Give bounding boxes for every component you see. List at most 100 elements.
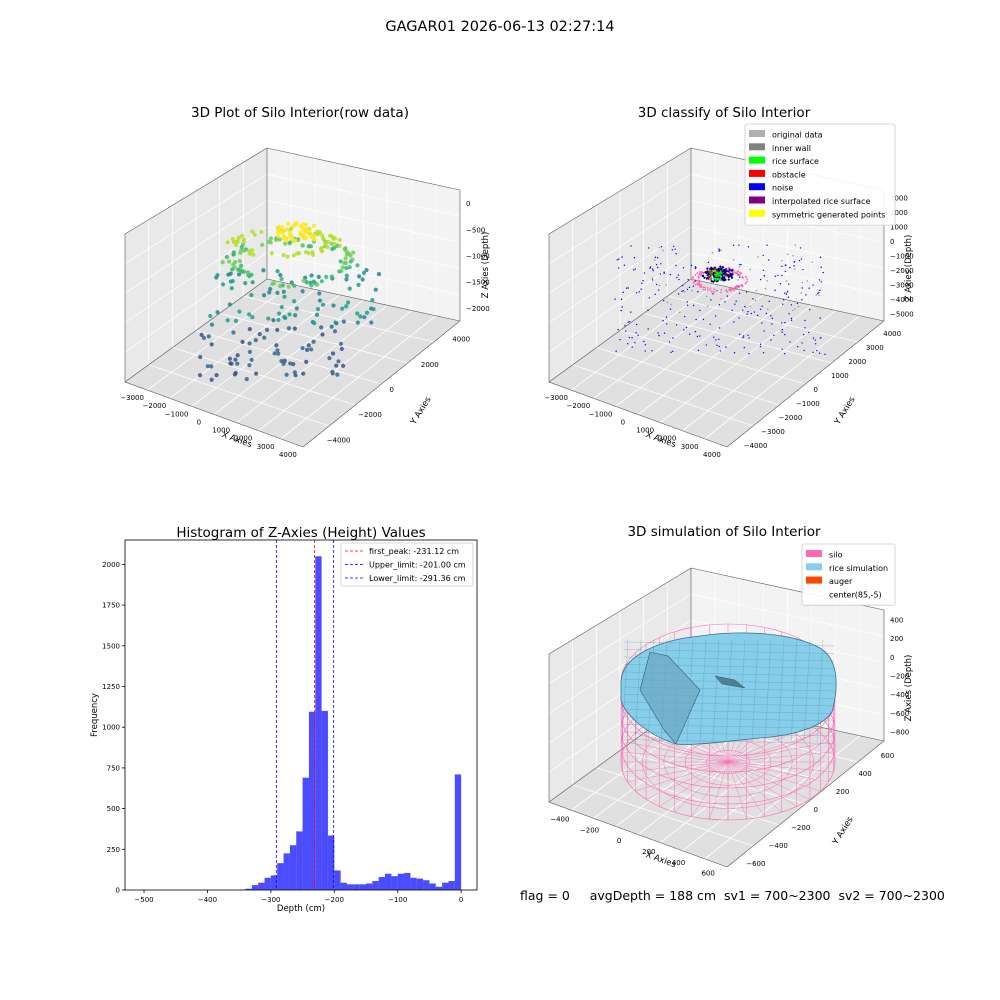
y-tick-label: −4000 [744, 442, 768, 450]
status-sv2: sv2 = 700~2300 [838, 888, 945, 903]
data-point [292, 370, 297, 375]
grid-line [548, 200, 692, 294]
noise-point [731, 309, 733, 312]
interp-point [733, 271, 735, 274]
data-point [247, 349, 252, 354]
data-point [336, 359, 341, 364]
y-tick-label: 750 [107, 764, 120, 772]
noise-point [762, 254, 764, 257]
y-tick-label: −1000 [796, 400, 820, 408]
data-point [308, 244, 313, 249]
data-point [252, 232, 257, 237]
noise-point [660, 263, 662, 265]
noise-point [651, 268, 654, 270]
data-point [348, 259, 353, 264]
data-point [293, 313, 298, 318]
y-tick-label: 2000 [421, 361, 439, 369]
rice-point [712, 277, 715, 280]
y-tick-label: 250 [107, 846, 120, 854]
data-point [233, 357, 238, 362]
interp-point [698, 272, 701, 275]
x-tick-label: 600 [701, 870, 714, 878]
histogram-bar [245, 888, 252, 890]
data-point [337, 269, 342, 274]
noise-point [718, 304, 721, 306]
noise-point [745, 291, 748, 293]
noise-point [690, 264, 693, 267]
silo-floor-spoke [727, 751, 834, 763]
noise-point [738, 244, 740, 246]
data-point [330, 235, 335, 240]
noise-point [785, 293, 788, 295]
panel-raw-title: 3D Plot of Silo Interior(row data) [191, 105, 409, 121]
interp-point [691, 278, 694, 281]
noise-point [812, 337, 815, 339]
data-point [315, 307, 321, 312]
grid-line [219, 312, 408, 364]
noise-point [635, 332, 637, 334]
noise-point [790, 319, 793, 321]
data-point [247, 327, 252, 332]
data-point [347, 265, 352, 270]
grid-line [172, 347, 356, 406]
z-tick-label: −400 [890, 691, 909, 699]
silo-floor-spoke [727, 761, 829, 783]
z-tick-label: −4000 [890, 296, 914, 304]
obstacle-point [708, 271, 711, 274]
panel-sim-ticks: −400 −200 0 200 400 600 −600 −400 −200 0 200 400 600… [550, 616, 909, 877]
obstacle-point [707, 278, 710, 281]
noise-point [750, 312, 753, 315]
data-point [235, 239, 240, 244]
noise-point [648, 297, 651, 299]
histogram-bars [239, 556, 462, 890]
data-point [347, 286, 352, 291]
histogram-yticks: 0 250 500 750 1000 1250 1500 1750 2000 [102, 561, 125, 895]
noise-point [814, 339, 816, 341]
y-tick-label: −600 [746, 860, 765, 868]
data-point [227, 356, 233, 361]
rice-point [717, 272, 720, 275]
legend-label: interpolated rice surface [772, 197, 870, 206]
noise-point [739, 276, 741, 279]
data-point [287, 241, 292, 246]
z-tick-label: 0 [890, 238, 894, 246]
data-point [301, 222, 306, 227]
noise-point [801, 287, 803, 289]
panel-sim-rice-surface [620, 632, 837, 745]
data-point [304, 359, 309, 364]
noise-point [768, 259, 770, 261]
noise-point [747, 334, 749, 336]
noise-point [683, 329, 685, 331]
interp-point [739, 271, 741, 274]
y-tick-label: 0 [390, 386, 394, 394]
x-tick-label: 3000 [257, 443, 275, 451]
histogram-bar [429, 883, 436, 890]
data-point [286, 221, 291, 226]
data-point [282, 358, 287, 363]
interp-point [699, 286, 702, 288]
data-point [197, 373, 203, 378]
original-point [786, 291, 789, 294]
histogram-bar [346, 884, 354, 890]
noise-point [766, 244, 768, 246]
data-point [249, 357, 254, 362]
axis-edge [266, 147, 461, 191]
histogram-bar [321, 710, 328, 890]
panel-classify-xlabel: X Axies [644, 430, 677, 450]
rice-point [722, 274, 725, 277]
noise-point [620, 309, 622, 312]
grid-line [548, 173, 692, 264]
data-point [340, 265, 345, 270]
data-point [312, 320, 317, 326]
interp-point [697, 275, 700, 278]
x-tick-label: −100 [388, 896, 407, 904]
silo-floor-spoke [691, 761, 729, 817]
data-point [276, 224, 281, 230]
obstacle-point [708, 275, 711, 278]
data-point [292, 299, 297, 304]
noise-point [686, 288, 689, 291]
data-point [344, 277, 349, 282]
histogram-bar [359, 884, 367, 890]
noise-point [784, 264, 786, 267]
